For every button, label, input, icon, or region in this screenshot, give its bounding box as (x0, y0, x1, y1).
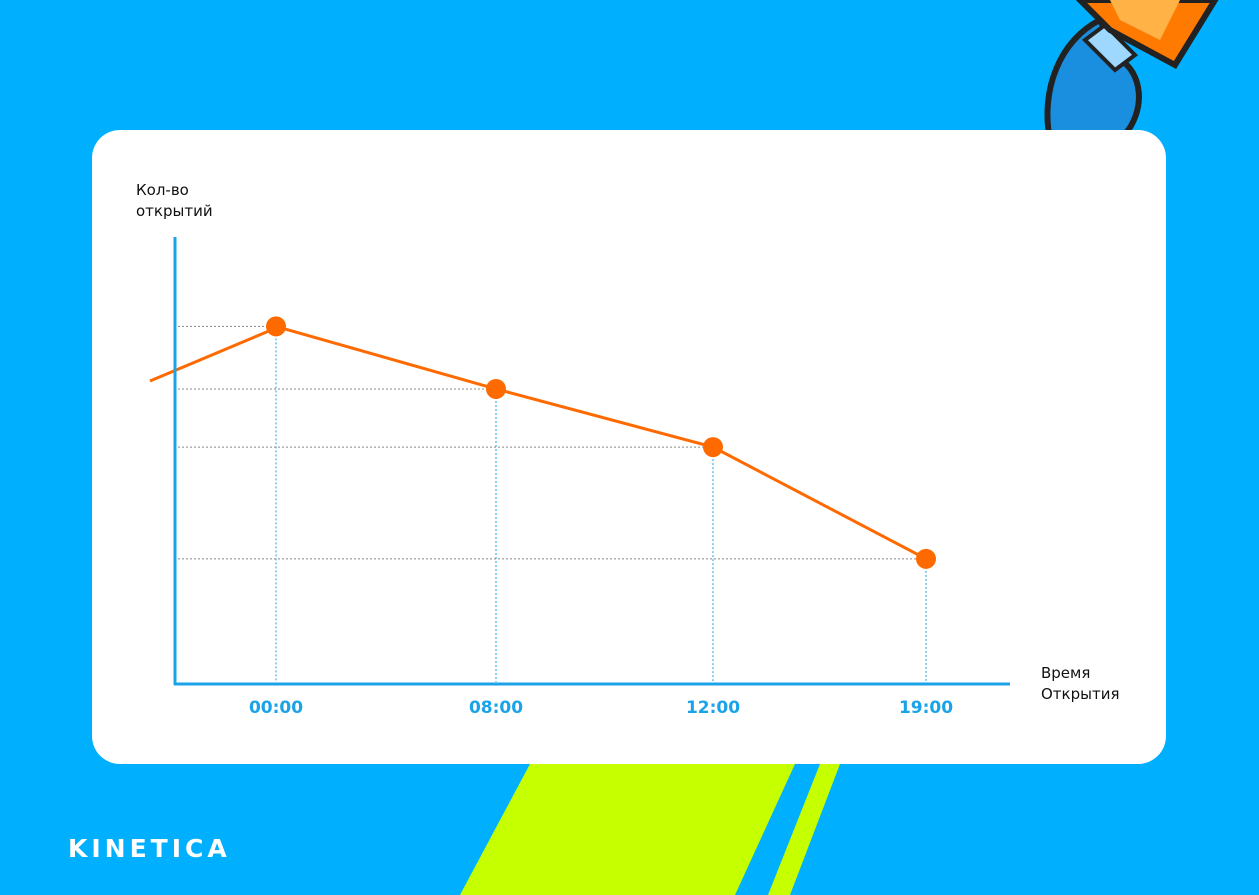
decor-stripe (768, 764, 840, 895)
lead-segment (149, 326, 277, 383)
data-point (486, 378, 506, 399)
x-tick-label: 19:00 (899, 698, 953, 718)
data-point (266, 316, 286, 337)
x-tick-label: 00:00 (249, 698, 303, 718)
brand-logo: KINETICA (68, 834, 231, 863)
card (92, 130, 1166, 764)
x-tick-label: 08:00 (469, 698, 523, 718)
decor-stripe (460, 764, 795, 895)
data-line (275, 324, 927, 561)
x-axis-label: Время Открытия (1041, 664, 1120, 703)
data-point (703, 437, 723, 458)
y-axis-label: Кол-во открытий (136, 181, 213, 220)
data-point (916, 548, 936, 569)
x-tick-label: 12:00 (686, 698, 740, 718)
decor-pen (1044, 0, 1219, 143)
